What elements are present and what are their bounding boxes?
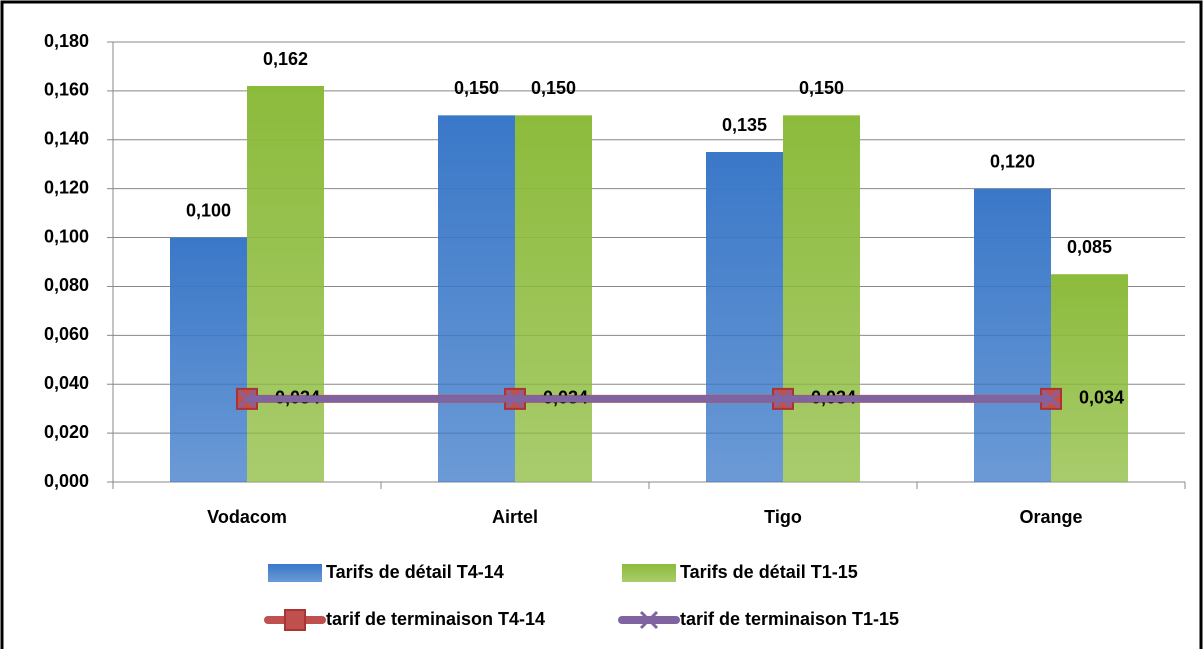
y-tick-label: 0,040 bbox=[44, 373, 89, 393]
legend-label: tarif de terminaison T4-14 bbox=[326, 609, 545, 629]
bar bbox=[1051, 274, 1128, 482]
bar bbox=[974, 188, 1051, 482]
bar bbox=[438, 115, 515, 482]
x-tick-label: Airtel bbox=[492, 507, 538, 527]
line-label: 0,034 bbox=[1079, 388, 1124, 408]
x-tick-label: Vodacom bbox=[207, 507, 287, 527]
line-marker bbox=[237, 389, 257, 408]
y-tick-label: 0,140 bbox=[44, 129, 89, 149]
bar-label: 0,162 bbox=[263, 49, 308, 69]
line-marker bbox=[773, 389, 793, 408]
bar bbox=[247, 86, 324, 482]
x-tick-label: Tigo bbox=[764, 507, 802, 527]
y-tick-label: 0,060 bbox=[44, 324, 89, 344]
line-marker bbox=[505, 389, 525, 408]
line-marker bbox=[639, 610, 659, 630]
bar-label: 0,100 bbox=[186, 200, 231, 220]
bar-label: 0,085 bbox=[1067, 237, 1112, 257]
bar-label: 0,150 bbox=[531, 78, 576, 98]
y-tick-label: 0,120 bbox=[44, 177, 89, 197]
x-tick-label: Orange bbox=[1019, 507, 1082, 527]
bar-label: 0,120 bbox=[990, 151, 1035, 171]
legend-swatch bbox=[622, 564, 676, 582]
bar-label: 0,150 bbox=[799, 78, 844, 98]
y-tick-label: 0,160 bbox=[44, 80, 89, 100]
legend-label: Tarifs de détail T4-14 bbox=[326, 562, 504, 582]
legend-swatch bbox=[268, 564, 322, 582]
bar-label: 0,150 bbox=[454, 78, 499, 98]
y-tick-label: 0,180 bbox=[44, 31, 89, 51]
line-marker bbox=[284, 609, 306, 631]
y-tick-label: 0,000 bbox=[44, 471, 89, 491]
y-tick-label: 0,020 bbox=[44, 422, 89, 442]
bar bbox=[783, 115, 860, 482]
legend-label: Tarifs de détail T1-15 bbox=[680, 562, 858, 582]
line-marker bbox=[1041, 389, 1061, 408]
bar-label: 0,135 bbox=[722, 115, 767, 135]
bar bbox=[170, 237, 247, 482]
y-tick-label: 0,080 bbox=[44, 275, 89, 295]
bar bbox=[515, 115, 592, 482]
bar bbox=[706, 152, 783, 482]
legend-label: tarif de terminaison T1-15 bbox=[680, 609, 899, 629]
y-tick-label: 0,100 bbox=[44, 226, 89, 246]
